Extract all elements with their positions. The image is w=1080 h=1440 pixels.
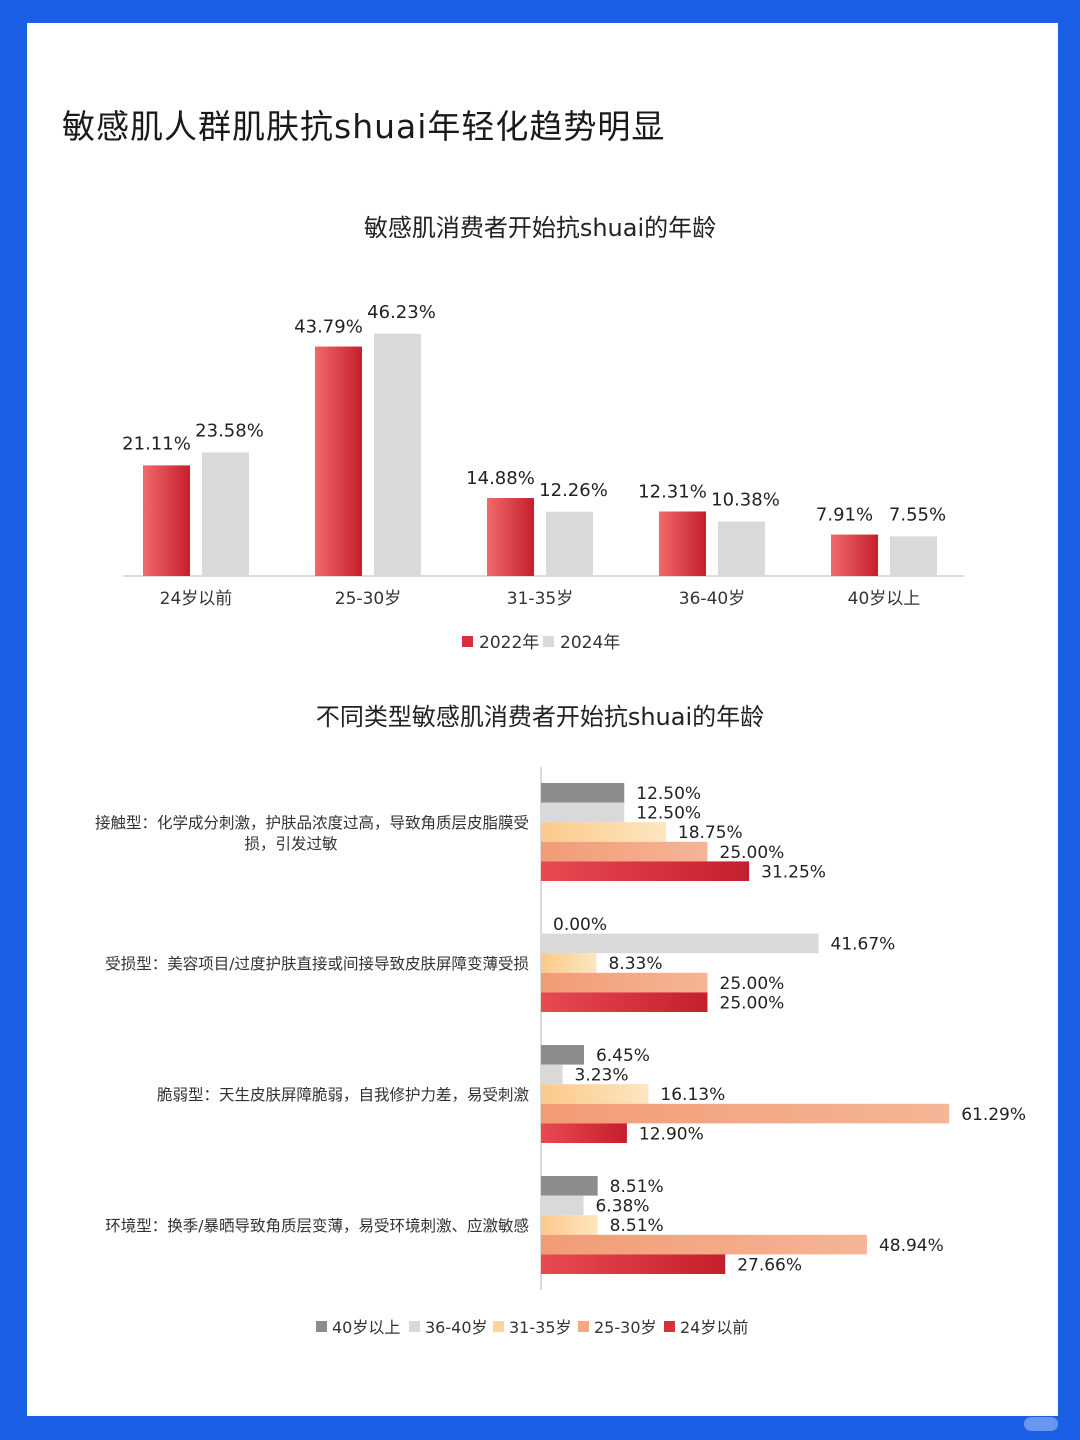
legend-label: 25-30岁 xyxy=(594,1318,657,1337)
bar-2022年-24岁以前 xyxy=(143,465,190,576)
legend-label: 2024年 xyxy=(560,633,620,653)
data-label: 25.00% xyxy=(720,993,785,1013)
category-label: 脆弱型：天生皮肤屏障脆弱，自我修护力差，易受刺激 xyxy=(157,1086,530,1104)
hbar-25-30岁-0 xyxy=(541,841,708,862)
hbar-31-35岁-1 xyxy=(541,953,597,973)
hbar-36-40岁-1 xyxy=(541,933,819,954)
hbar-36-40岁-2 xyxy=(541,1064,563,1085)
x-tick-label: 31-35岁 xyxy=(507,589,573,609)
category-label-line: 受损型：美容项目/过度护肤直接或间接导致皮肤屏障变薄受损 xyxy=(105,955,529,973)
data-label: 3.23% xyxy=(575,1066,629,1086)
data-label: 25.00% xyxy=(720,843,785,863)
hbar-36-40岁-3 xyxy=(541,1195,584,1216)
category-label: 受损型：美容项目/过度护肤直接或间接导致皮肤屏障变薄受损 xyxy=(105,955,529,973)
hbar-24岁以前-0 xyxy=(541,861,750,881)
category-label-line: 脆弱型：天生皮肤屏障脆弱，自我修护力差，易受刺激 xyxy=(157,1086,530,1104)
category-label-line: 环境型：换季/暴晒导致角质层变薄，易受环境刺激、应激敏感 xyxy=(105,1216,529,1235)
x-tick-label: 25-30岁 xyxy=(335,589,401,609)
data-label: 46.23% xyxy=(367,302,436,323)
data-label: 27.66% xyxy=(737,1255,802,1275)
data-label: 43.79% xyxy=(294,317,363,338)
type-bar-chart: 12.50%12.50%18.75%25.00%31.25%接触型：化学成分刺激… xyxy=(95,767,1026,1337)
hbar-40岁以上-3 xyxy=(541,1176,598,1196)
legend-label: 40岁以上 xyxy=(332,1318,400,1337)
bar-2024年-36-40岁 xyxy=(718,521,765,576)
bar-2022年-31-35岁 xyxy=(487,498,534,576)
category-label-line: 损，引发过敏 xyxy=(244,835,337,853)
hbar-24岁以前-1 xyxy=(541,992,708,1012)
bar-2022年-25-30岁 xyxy=(315,346,362,576)
legend-swatch xyxy=(493,1321,504,1332)
legend-swatch xyxy=(543,636,554,647)
type-chart-title: 不同类型敏感肌消费者开始抗shuai的年龄 xyxy=(315,703,765,731)
data-label: 0.00% xyxy=(553,915,607,935)
data-label: 48.94% xyxy=(879,1236,944,1256)
legend-swatch xyxy=(409,1321,420,1332)
legend-label: 2022年 xyxy=(479,633,539,653)
data-label: 12.90% xyxy=(639,1124,704,1144)
data-label: 12.31% xyxy=(638,481,707,502)
data-label: 12.50% xyxy=(636,804,701,824)
legend-label: 31-35岁 xyxy=(509,1318,572,1337)
legend-label: 36-40岁 xyxy=(425,1318,488,1337)
hbar-24岁以前-3 xyxy=(541,1254,726,1274)
data-label: 16.13% xyxy=(660,1085,725,1105)
data-label: 31.25% xyxy=(761,862,826,882)
legend-swatch xyxy=(316,1321,327,1332)
category-label: 接触型：化学成分刺激，护肤品浓度过高，导致角质层皮脂膜受损，引发过敏 xyxy=(95,814,529,853)
data-label: 6.38% xyxy=(595,1197,649,1217)
data-label: 21.11% xyxy=(122,433,191,454)
hbar-25-30岁-1 xyxy=(541,972,708,993)
data-label: 14.88% xyxy=(466,468,535,489)
hbar-31-35岁-3 xyxy=(541,1215,598,1235)
legend-label: 24岁以前 xyxy=(680,1318,748,1337)
data-label: 7.91% xyxy=(816,505,873,526)
x-tick-label: 36-40岁 xyxy=(679,589,745,609)
data-label: 41.67% xyxy=(831,935,896,955)
hbar-25-30岁-3 xyxy=(541,1234,867,1255)
x-tick-label: 40岁以上 xyxy=(848,589,921,609)
data-label: 23.58% xyxy=(195,420,264,441)
hbar-31-35岁-0 xyxy=(541,822,666,842)
hbar-40岁以上-0 xyxy=(541,783,625,803)
hbar-25-30岁-2 xyxy=(541,1103,950,1124)
bar-2024年-25-30岁 xyxy=(374,333,421,576)
hbar-24岁以前-2 xyxy=(541,1123,627,1143)
category-label-line: 接触型：化学成分刺激，护肤品浓度过高，导致角质层皮脂膜受 xyxy=(95,814,529,832)
age-chart-title: 敏感肌消费者开始抗shuai的年龄 xyxy=(363,214,717,242)
data-label: 7.55% xyxy=(889,504,946,525)
category-label: 环境型：换季/暴晒导致角质层变薄，易受环境刺激、应激敏感 xyxy=(105,1216,529,1235)
legend-swatch xyxy=(462,636,473,647)
hbar-40岁以上-2 xyxy=(541,1045,584,1065)
data-label: 6.45% xyxy=(596,1046,650,1066)
legend-swatch xyxy=(578,1321,589,1332)
watermark xyxy=(1024,1417,1058,1431)
age-bar-chart: 21.11%23.58% 24岁以前 43.79%46.23% 25-30岁 14.88… xyxy=(122,302,964,653)
bar-2024年-40岁以上 xyxy=(890,536,937,576)
bar-2024年-31-35岁 xyxy=(546,511,593,576)
bar-2022年-40岁以上 xyxy=(831,534,878,576)
data-label: 8.33% xyxy=(608,954,662,974)
data-label: 8.51% xyxy=(610,1177,664,1197)
data-label: 25.00% xyxy=(720,974,785,994)
data-label: 12.50% xyxy=(636,784,701,804)
hbar-36-40岁-0 xyxy=(541,802,625,823)
bar-2024年-24岁以前 xyxy=(202,452,249,576)
bar-2022年-36-40岁 xyxy=(659,511,706,576)
data-label: 61.29% xyxy=(961,1105,1026,1125)
page-title: 敏感肌人群肌肤抗shuai年轻化趋势明显 xyxy=(62,107,666,146)
data-label: 12.26% xyxy=(539,480,608,501)
hbar-31-35岁-2 xyxy=(541,1084,649,1104)
data-label: 18.75% xyxy=(678,823,743,843)
data-label: 8.51% xyxy=(610,1216,664,1236)
legend-swatch xyxy=(664,1321,675,1332)
x-tick-label: 24岁以前 xyxy=(160,589,233,609)
data-label: 10.38% xyxy=(711,490,780,511)
